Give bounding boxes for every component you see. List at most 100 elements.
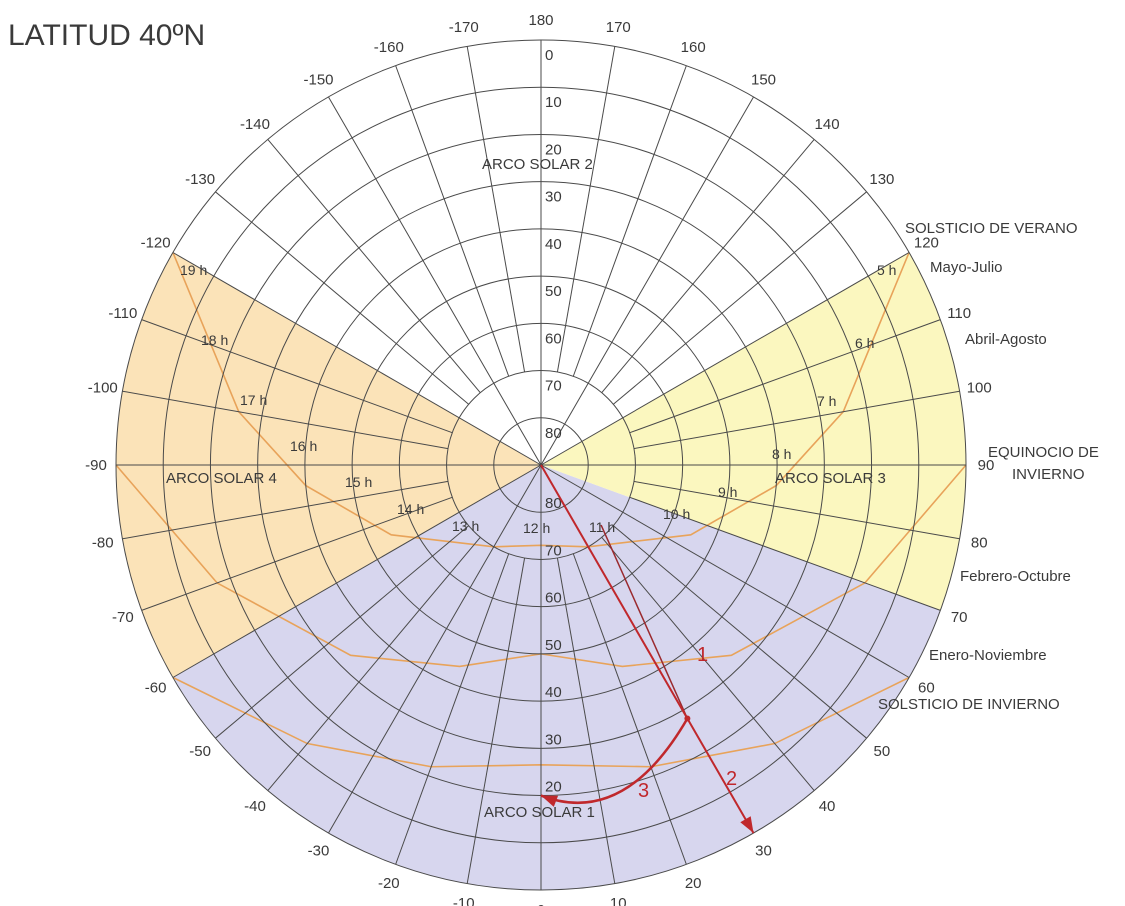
hour-label-5: 5 h	[877, 262, 896, 278]
arrow-head-3	[541, 795, 559, 807]
azimuth-line-110	[629, 319, 941, 434]
azimuth-label--50: -50	[189, 743, 211, 760]
annotation-point	[684, 715, 691, 722]
hour-label-17: 17 h	[240, 392, 267, 408]
label-abril-agosto: Abril-Agosto	[965, 331, 1047, 348]
altitude-label-south-20: 20	[545, 779, 562, 796]
azimuth-line-150	[540, 96, 754, 466]
altitude-label-north-30: 30	[545, 189, 562, 206]
azimuth-label-60: 60	[918, 680, 935, 697]
hour-label-6: 6 h	[855, 335, 874, 351]
azimuth-line-40	[601, 537, 815, 791]
altitude-label-south-50: 50	[545, 637, 562, 654]
azimuth-label-100: 100	[967, 380, 992, 397]
hour-label-9: 9 h	[718, 484, 737, 500]
grid-labels: 0102030405060708090100110120130140150160…	[85, 12, 994, 906]
azimuth-line-50	[613, 525, 867, 739]
label-febrero-octubre: Febrero-Octubre	[960, 568, 1071, 585]
azimuth-line--170	[466, 46, 526, 373]
azimuth-label-120: 120	[914, 235, 939, 252]
sector-label-arco-solar-4: ARCO SOLAR 4	[166, 470, 277, 487]
azimuth-label--140: -140	[240, 116, 270, 133]
altitude-label-north-20: 20	[545, 141, 562, 158]
azimuth-label--70: -70	[112, 609, 134, 626]
hour-label-18: 18 h	[201, 332, 228, 348]
altitude-label-north-80: 80	[545, 425, 562, 442]
azimuth-line-140	[601, 139, 815, 393]
azimuth-label--20: -20	[378, 875, 400, 892]
sector-labels: ARCO SOLAR 2 ARCO SOLAR 3 ARCO SOLAR 4 A…	[166, 156, 886, 821]
azimuth-line--40	[267, 537, 481, 791]
diagram-title: LATITUD 40ºN	[8, 19, 205, 52]
label-solsticio-invierno: SOLSTICIO DE INVIERNO	[878, 696, 1060, 713]
altitude-label-north-70: 70	[545, 378, 562, 395]
altitude-label-north-60: 60	[545, 330, 562, 347]
hour-label-14: 14 h	[397, 501, 424, 517]
azimuth-label--100: -100	[88, 380, 118, 397]
azimuth-line--80	[122, 480, 449, 540]
sector-label-arco-solar-1: ARCO SOLAR 1	[484, 804, 595, 821]
azimuth-line--160	[395, 65, 510, 377]
azimuth-line-160	[572, 65, 687, 377]
azimuth-line--140	[267, 139, 481, 393]
polar-grid	[115, 39, 967, 891]
azimuth-label--130: -130	[185, 171, 215, 188]
hour-label-19: 19 h	[180, 262, 207, 278]
azimuth-label-150: 150	[751, 72, 776, 89]
arrow-head-2	[740, 816, 754, 834]
azimuth-label-110: 110	[947, 305, 971, 322]
azimuth-line-130	[613, 191, 867, 405]
label-equinocio-line1: EQUINOCIO DE	[988, 444, 1099, 461]
label-solsticio-verano: SOLSTICIO DE VERANO	[905, 220, 1078, 237]
annotation-arc-3	[540, 717, 689, 804]
azimuth-line-80	[633, 480, 960, 540]
azimuth-label-30: 30	[755, 842, 772, 859]
altitude-label-south-30: 30	[545, 731, 562, 748]
azimuth-line--30	[328, 464, 542, 834]
sector-label-arco-solar-2: ARCO SOLAR 2	[482, 156, 593, 173]
altitude-label-north-40: 40	[545, 236, 562, 253]
azimuth-label-0: 0	[537, 902, 545, 906]
azimuth-label--30: -30	[308, 842, 330, 859]
marker-3: 3	[638, 780, 649, 802]
marker-1: 1	[697, 644, 708, 666]
azimuth-line--120	[172, 252, 542, 466]
annotation-thin-line	[600, 524, 689, 719]
azimuth-line-70	[629, 496, 941, 611]
azimuth-label-50: 50	[874, 743, 891, 760]
azimuth-line-120	[540, 252, 910, 466]
azimuth-label-80: 80	[971, 534, 988, 551]
marker-2: 2	[726, 768, 737, 790]
azimuth-line-100	[633, 390, 960, 450]
altitude-label-south-70: 70	[545, 542, 562, 559]
sector-arco-solar-1	[172, 465, 941, 891]
hour-label-15: 15 h	[345, 474, 372, 490]
azimuth-label--80: -80	[92, 534, 114, 551]
azimuth-line--70	[141, 496, 453, 611]
azimuth-label-140: 140	[815, 116, 840, 133]
azimuth-label--160: -160	[374, 39, 404, 56]
period-labels: SOLSTICIO DE VERANO Mayo-Julio Abril-Ago…	[878, 220, 1099, 713]
azimuth-line--50	[215, 525, 469, 739]
azimuth-line-20	[572, 553, 687, 865]
azimuth-label-180: 180	[528, 12, 553, 29]
azimuth-label-10: 10	[610, 895, 627, 906]
azimuth-label--170: -170	[449, 19, 479, 36]
azimuth-line--60	[172, 464, 542, 678]
azimuth-label--60: -60	[145, 680, 167, 697]
azimuth-label--150: -150	[303, 72, 333, 89]
azimuth-line--100	[122, 390, 449, 450]
azimuth-line-60	[540, 464, 910, 678]
label-mayo-julio: Mayo-Julio	[930, 259, 1003, 276]
altitude-label-south-60: 60	[545, 590, 562, 607]
azimuth-label-130: 130	[869, 171, 894, 188]
azimuth-line--130	[215, 191, 469, 405]
azimuth-label--120: -120	[141, 235, 171, 252]
azimuth-label--40: -40	[244, 798, 266, 815]
zenith-label: 0	[545, 47, 553, 64]
azimuth-label-90: 90	[978, 457, 995, 474]
azimuth-label--10: -10	[453, 895, 475, 906]
hour-label-12: 12 h	[523, 520, 550, 536]
annotation-overlay: 1 2 3	[540, 464, 755, 834]
